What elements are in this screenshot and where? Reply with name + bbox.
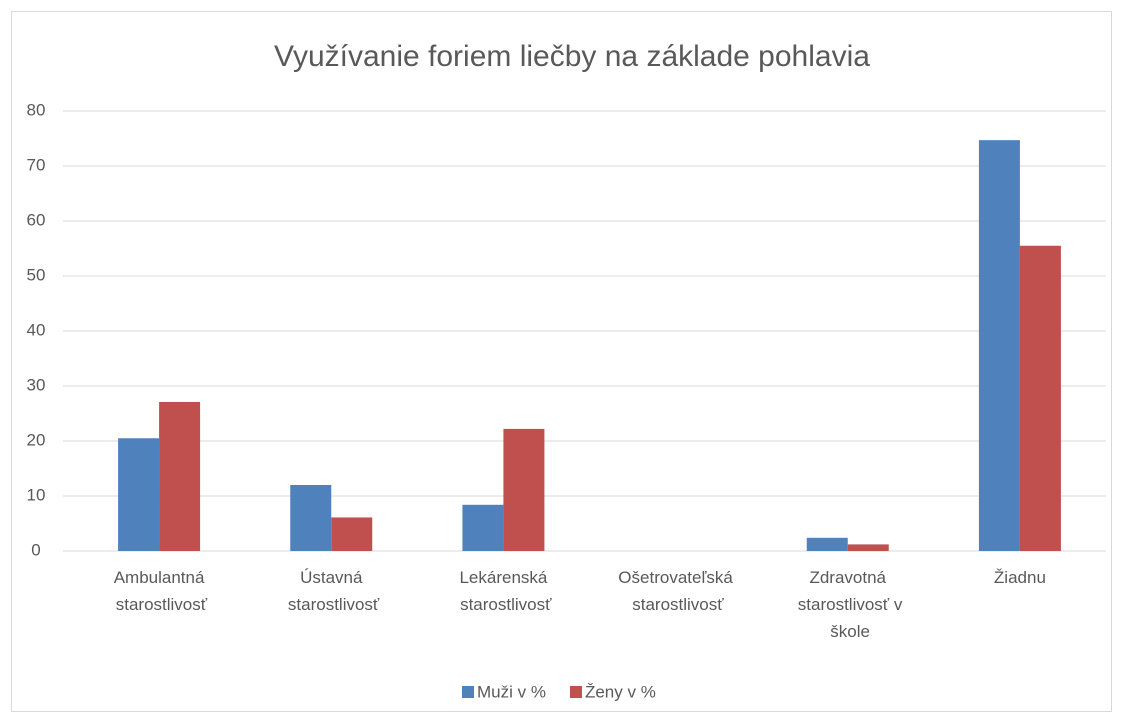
- x-tick-label: Lekárenská starostlivosť: [455, 568, 552, 614]
- bar: [159, 401, 201, 551]
- x-tick-label: Zdravotná starostlivosť v škole: [793, 568, 903, 641]
- y-tick-label: 80: [27, 100, 46, 119]
- x-tick-label: Ústavná starostlivosť: [283, 568, 380, 614]
- y-tick-label: 70: [27, 155, 46, 174]
- x-tick-label: Žiadnu: [994, 568, 1046, 587]
- y-tick-label: 40: [27, 320, 46, 339]
- chart-title: Využívanie foriem liečby na základe pohl…: [274, 40, 870, 73]
- y-tick-label: 60: [27, 210, 46, 229]
- y-tick-label: 0: [31, 540, 40, 559]
- y-tick-label: 20: [27, 430, 46, 449]
- bar: [978, 140, 1020, 551]
- bar: [1019, 245, 1061, 551]
- bar: [290, 485, 332, 551]
- bar: [118, 438, 160, 551]
- legend-swatch: [462, 686, 474, 698]
- bar: [331, 517, 373, 551]
- x-tick-label: Ambulantná starostlivosť: [111, 568, 208, 614]
- legend-swatch: [569, 686, 582, 698]
- legend-label: Muži v %: [477, 682, 546, 701]
- bar: [462, 504, 504, 551]
- y-tick-label: 50: [27, 265, 46, 284]
- bar: [503, 428, 545, 551]
- x-tick-label: Ošetrovateľská starostlivosť: [618, 568, 733, 614]
- y-tick-label: 10: [27, 485, 46, 504]
- bar: [847, 544, 889, 551]
- legend-label: Ženy v %: [585, 682, 656, 701]
- bar: [806, 537, 848, 551]
- y-tick-label: 30: [27, 375, 46, 394]
- chart-border: [11, 11, 1112, 712]
